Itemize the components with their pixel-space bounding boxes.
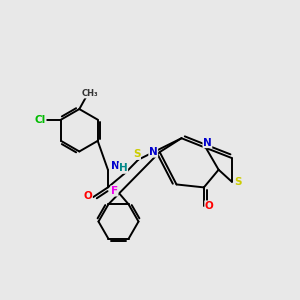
Text: F: F	[111, 186, 118, 196]
Text: S: S	[234, 176, 242, 187]
Text: S: S	[133, 149, 140, 159]
Text: H: H	[119, 163, 128, 173]
Text: N: N	[149, 147, 158, 157]
Text: N: N	[203, 138, 212, 148]
Text: O: O	[83, 190, 92, 201]
Text: N: N	[111, 161, 120, 171]
Text: CH₃: CH₃	[82, 89, 98, 98]
Text: O: O	[205, 201, 214, 211]
Text: Cl: Cl	[35, 115, 46, 125]
